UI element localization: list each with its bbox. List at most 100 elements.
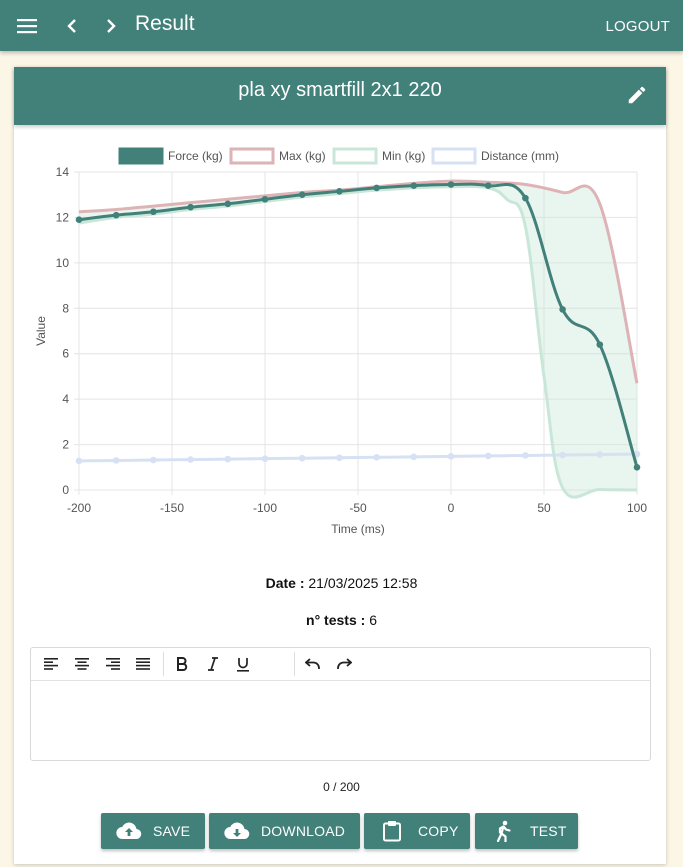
data-point xyxy=(484,452,492,460)
align-left-icon[interactable] xyxy=(40,654,62,674)
legend-label: Min (kg) xyxy=(382,149,425,163)
test-label: TEST xyxy=(530,823,567,839)
data-point xyxy=(559,451,566,459)
align-center-icon[interactable] xyxy=(71,654,93,674)
x-tick-label: -150 xyxy=(160,501,184,515)
date-info: Date : 21/03/2025 12:58 xyxy=(0,575,683,591)
legend-swatch xyxy=(332,147,378,165)
page-title: Result xyxy=(135,12,195,35)
card-header: pla xy smartfill 2x1 220 xyxy=(14,67,666,125)
download-button[interactable]: DOWNLOAD xyxy=(209,813,360,849)
data-point xyxy=(112,211,120,219)
data-point xyxy=(633,463,641,471)
align-justify-icon[interactable] xyxy=(132,654,154,674)
italic-icon[interactable] xyxy=(202,654,224,674)
test-button[interactable]: TEST xyxy=(475,813,578,849)
x-tick-label: 100 xyxy=(627,501,647,515)
copy-label: COPY xyxy=(418,823,459,839)
y-tick-label: 10 xyxy=(56,256,70,270)
x-tick-label: -100 xyxy=(253,501,277,515)
data-point xyxy=(75,457,83,465)
date-label: Date : xyxy=(265,575,305,591)
y-tick-label: 0 xyxy=(62,483,69,497)
align-right-icon[interactable] xyxy=(102,654,124,674)
legend-label: Max (kg) xyxy=(279,149,326,163)
data-point xyxy=(261,195,269,203)
chart-svg: -200 -150 -100 -50 0 50 100 0 2 4 6 8 10 12 14 Time (ms… xyxy=(34,147,647,536)
y-tick-label: 8 xyxy=(62,301,69,315)
data-point xyxy=(336,454,343,462)
data-point xyxy=(187,203,194,211)
save-label: SAVE xyxy=(153,823,191,839)
editor-toolbar xyxy=(31,648,650,681)
toolbar-divider xyxy=(163,652,164,676)
x-axis-label: Time (ms) xyxy=(331,522,385,536)
data-point xyxy=(447,453,455,460)
save-button[interactable]: SAVE xyxy=(101,813,205,849)
y-axis-label: Value xyxy=(34,316,48,346)
tests-info: n° tests : 6 xyxy=(0,612,683,628)
data-point xyxy=(150,208,157,216)
card-title: pla xy smartfill 2x1 220 xyxy=(238,79,442,101)
y-tick-label: 6 xyxy=(62,347,69,361)
data-point xyxy=(298,191,306,199)
underline-icon[interactable] xyxy=(232,654,254,674)
app-bar: Result LOGOUT xyxy=(0,0,683,51)
data-point xyxy=(373,453,380,461)
tests-value: 6 xyxy=(369,612,377,628)
menu-icon[interactable] xyxy=(10,0,44,51)
y-tick-label: 2 xyxy=(62,438,69,452)
cloud-upload-icon xyxy=(116,818,142,844)
data-point xyxy=(112,457,120,464)
logout-button[interactable]: LOGOUT xyxy=(605,18,670,35)
data-point xyxy=(75,216,83,223)
data-point xyxy=(298,454,306,462)
data-point xyxy=(447,181,455,188)
data-point xyxy=(150,456,157,464)
data-point xyxy=(224,200,232,208)
y-tick-label: 4 xyxy=(62,392,69,406)
x-tick-label: 50 xyxy=(537,501,551,515)
running-person-icon xyxy=(490,818,516,844)
series-line xyxy=(78,452,638,463)
y-tick-label: 12 xyxy=(56,210,70,224)
notes-text-area[interactable] xyxy=(31,681,650,760)
data-point xyxy=(410,453,418,461)
redo-icon[interactable] xyxy=(333,654,355,674)
pencil-icon[interactable] xyxy=(626,84,648,111)
data-point xyxy=(596,341,604,348)
y-tick-label: 14 xyxy=(56,165,70,179)
data-point xyxy=(261,455,269,462)
data-point xyxy=(522,194,529,202)
legend-swatch xyxy=(229,147,275,165)
chart: -200 -150 -100 -50 0 50 100 0 2 4 6 8 10 12 14 Time (ms… xyxy=(34,147,647,536)
legend-swatch xyxy=(431,147,477,165)
legend-swatch xyxy=(118,147,164,165)
data-point xyxy=(410,182,418,189)
data-point xyxy=(633,450,641,458)
x-tick-label: -200 xyxy=(67,501,91,515)
legend-label: Force (kg) xyxy=(168,149,223,163)
data-point xyxy=(596,451,604,458)
character-counter: 0 / 200 xyxy=(323,780,360,794)
toolbar-divider xyxy=(294,652,295,676)
back-arrow-icon[interactable] xyxy=(60,0,84,51)
undo-icon[interactable] xyxy=(302,654,324,674)
cloud-download-icon xyxy=(224,818,250,844)
data-point xyxy=(336,188,343,195)
x-tick-label: -50 xyxy=(349,501,367,515)
forward-arrow-icon[interactable] xyxy=(99,0,123,51)
download-label: DOWNLOAD xyxy=(261,823,346,839)
legend-label: Distance (mm) xyxy=(481,149,559,163)
date-value: 21/03/2025 12:58 xyxy=(308,575,418,591)
data-point xyxy=(559,306,566,313)
notes-editor xyxy=(30,647,651,761)
bold-icon[interactable] xyxy=(171,654,193,674)
data-point xyxy=(224,455,232,463)
data-point xyxy=(522,452,529,459)
copy-button[interactable]: COPY xyxy=(364,813,470,849)
x-tick-label: 0 xyxy=(448,501,455,515)
data-point xyxy=(187,456,194,463)
clipboard-icon xyxy=(379,818,405,844)
tests-label: n° tests : xyxy=(306,612,366,628)
